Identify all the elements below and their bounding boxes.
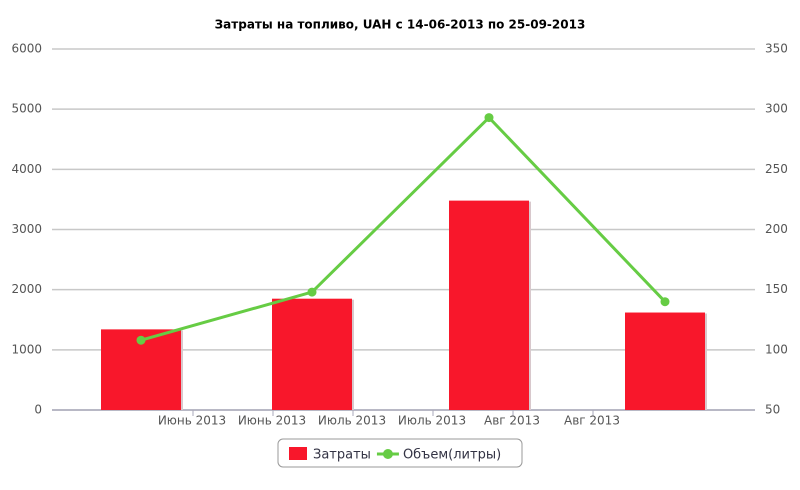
y2-tick-label: 150 — [765, 282, 788, 296]
line — [140, 115, 667, 342]
y2-tick-label: 350 — [765, 42, 788, 56]
legend-label: Затраты — [313, 448, 371, 463]
point — [136, 335, 146, 345]
y-tick-label: 0 — [34, 403, 42, 417]
y-tick-label: 6000 — [11, 42, 42, 56]
point — [660, 297, 670, 307]
legend-swatch — [382, 449, 393, 459]
bar — [272, 298, 352, 410]
y-tick-label: 2000 — [11, 282, 42, 296]
bar — [449, 200, 529, 410]
y2-tick-label: 250 — [765, 162, 788, 176]
y2-tick-label: 300 — [765, 102, 788, 116]
x-tick-label: Июль 2013 — [318, 414, 386, 428]
x-tick-label: Июнь 2013 — [238, 414, 306, 428]
legend-label: Объем(литры) — [403, 448, 501, 463]
x-tick-label: Авг 2013 — [484, 414, 540, 428]
x-tick-label: Июнь 2013 — [158, 414, 226, 428]
chart-title: Затраты на топливо, UAH с 14-06-2013 по … — [215, 18, 586, 32]
legend-swatch — [289, 447, 307, 460]
x-tick-label: Июль 2013 — [398, 414, 466, 428]
y-tick-label: 3000 — [11, 222, 42, 236]
y-tick-label: 5000 — [11, 102, 42, 116]
point — [307, 287, 317, 297]
y-tick-label: 4000 — [11, 162, 42, 176]
legend-box — [277, 438, 523, 468]
y2-tick-label: 200 — [765, 222, 788, 236]
y2-tick-label: 50 — [765, 403, 780, 417]
point — [484, 113, 494, 123]
y2-tick-label: 100 — [765, 342, 788, 356]
y-tick-label: 1000 — [11, 342, 42, 356]
x-tick-label: Авг 2013 — [564, 414, 620, 428]
bar — [625, 312, 705, 410]
